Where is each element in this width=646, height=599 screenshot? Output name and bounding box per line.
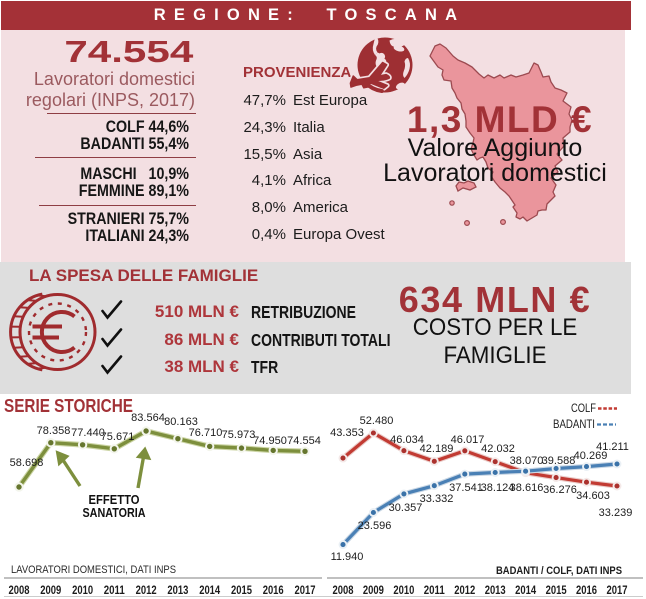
svg-text:40.269: 40.269 — [574, 450, 608, 462]
svg-text:83.564: 83.564 — [131, 412, 165, 424]
svg-text:2012: 2012 — [136, 585, 157, 597]
svg-text:39.588: 39.588 — [542, 455, 576, 467]
svg-text:2016: 2016 — [576, 585, 597, 597]
svg-text:2015: 2015 — [546, 585, 567, 597]
svg-text:2011: 2011 — [104, 585, 126, 597]
svg-text:80.163: 80.163 — [164, 416, 198, 428]
svg-text:2015: 2015 — [231, 585, 252, 597]
svg-text:76.710: 76.710 — [189, 427, 223, 439]
svg-text:78.358: 78.358 — [37, 425, 71, 437]
svg-text:COLF: COLF — [571, 401, 596, 415]
svg-text:38.070: 38.070 — [510, 455, 544, 467]
svg-text:11.940: 11.940 — [331, 551, 364, 563]
svg-text:2016: 2016 — [263, 585, 284, 597]
svg-text:2014: 2014 — [515, 585, 536, 597]
svg-text:37.541: 37.541 — [449, 482, 483, 494]
svg-text:23.596: 23.596 — [358, 520, 392, 532]
svg-text:42.189: 42.189 — [420, 443, 454, 455]
svg-text:42.032: 42.032 — [481, 443, 515, 455]
svg-text:2017: 2017 — [607, 585, 628, 597]
svg-text:58.698: 58.698 — [10, 457, 44, 469]
svg-text:2009: 2009 — [40, 585, 61, 597]
svg-text:2014: 2014 — [199, 585, 220, 597]
svg-text:46.017: 46.017 — [451, 434, 485, 446]
svg-text:2010: 2010 — [72, 585, 93, 597]
svg-text:75.671: 75.671 — [101, 431, 135, 443]
svg-text:74.554: 74.554 — [287, 435, 321, 447]
svg-text:34.603: 34.603 — [576, 490, 610, 502]
svg-text:2011: 2011 — [424, 585, 446, 597]
svg-text:74.950: 74.950 — [253, 435, 287, 447]
svg-text:2008: 2008 — [9, 585, 30, 597]
svg-text:33.332: 33.332 — [420, 493, 454, 505]
svg-text:SANATORIA: SANATORIA — [83, 505, 147, 520]
svg-text:2017: 2017 — [295, 585, 316, 597]
svg-text:43.353: 43.353 — [330, 427, 364, 439]
svg-text:30.357: 30.357 — [389, 502, 423, 514]
svg-text:EFFETTO: EFFETTO — [89, 492, 140, 507]
svg-text:2010: 2010 — [393, 585, 414, 597]
svg-text:BADANTI: BADANTI — [553, 417, 595, 431]
svg-text:LAVORATORI DOMESTICI, DATI INP: LAVORATORI DOMESTICI, DATI INPS — [11, 564, 176, 576]
svg-text:77.440: 77.440 — [71, 427, 105, 439]
svg-text:52.480: 52.480 — [360, 415, 394, 427]
svg-text:2009: 2009 — [363, 585, 384, 597]
svg-text:41.211: 41.211 — [596, 441, 629, 453]
svg-text:BADANTI / COLF, DATI INPS: BADANTI / COLF, DATI INPS — [496, 565, 622, 577]
svg-text:38.124: 38.124 — [481, 482, 515, 494]
svg-text:36.276: 36.276 — [543, 484, 577, 496]
svg-text:33.239: 33.239 — [599, 507, 633, 519]
svg-text:2013: 2013 — [167, 585, 188, 597]
svg-text:2008: 2008 — [333, 585, 354, 597]
svg-text:38.616: 38.616 — [510, 482, 544, 494]
svg-text:2013: 2013 — [485, 585, 506, 597]
svg-text:75.973: 75.973 — [222, 429, 256, 441]
svg-text:46.034: 46.034 — [390, 434, 424, 446]
svg-text:2012: 2012 — [454, 585, 475, 597]
